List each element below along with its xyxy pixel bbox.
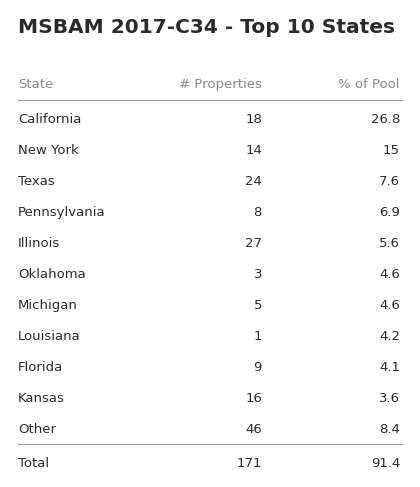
Text: 1: 1: [254, 330, 262, 343]
Text: % of Pool: % of Pool: [339, 78, 400, 91]
Text: 9: 9: [254, 361, 262, 374]
Text: Texas: Texas: [18, 175, 55, 188]
Text: Louisiana: Louisiana: [18, 330, 81, 343]
Text: 46: 46: [245, 423, 262, 436]
Text: 4.6: 4.6: [379, 268, 400, 281]
Text: 15: 15: [383, 144, 400, 157]
Text: 6.9: 6.9: [379, 206, 400, 219]
Text: 3: 3: [254, 268, 262, 281]
Text: 4.6: 4.6: [379, 299, 400, 312]
Text: 18: 18: [245, 113, 262, 126]
Text: State: State: [18, 78, 53, 91]
Text: New York: New York: [18, 144, 79, 157]
Text: 26.8: 26.8: [370, 113, 400, 126]
Text: Other: Other: [18, 423, 56, 436]
Text: 14: 14: [245, 144, 262, 157]
Text: Oklahoma: Oklahoma: [18, 268, 86, 281]
Text: 3.6: 3.6: [379, 392, 400, 405]
Text: 24: 24: [245, 175, 262, 188]
Text: Total: Total: [18, 457, 49, 470]
Text: Pennsylvania: Pennsylvania: [18, 206, 105, 219]
Text: 8: 8: [254, 206, 262, 219]
Text: 171: 171: [236, 457, 262, 470]
Text: Florida: Florida: [18, 361, 63, 374]
Text: MSBAM 2017-C34 - Top 10 States: MSBAM 2017-C34 - Top 10 States: [18, 18, 395, 37]
Text: Illinois: Illinois: [18, 237, 60, 250]
Text: Kansas: Kansas: [18, 392, 65, 405]
Text: 5.6: 5.6: [379, 237, 400, 250]
Text: Michigan: Michigan: [18, 299, 78, 312]
Text: 5: 5: [254, 299, 262, 312]
Text: 27: 27: [245, 237, 262, 250]
Text: 91.4: 91.4: [370, 457, 400, 470]
Text: # Properties: # Properties: [179, 78, 262, 91]
Text: 16: 16: [245, 392, 262, 405]
Text: 4.1: 4.1: [379, 361, 400, 374]
Text: 8.4: 8.4: [379, 423, 400, 436]
Text: 7.6: 7.6: [379, 175, 400, 188]
Text: 4.2: 4.2: [379, 330, 400, 343]
Text: California: California: [18, 113, 81, 126]
